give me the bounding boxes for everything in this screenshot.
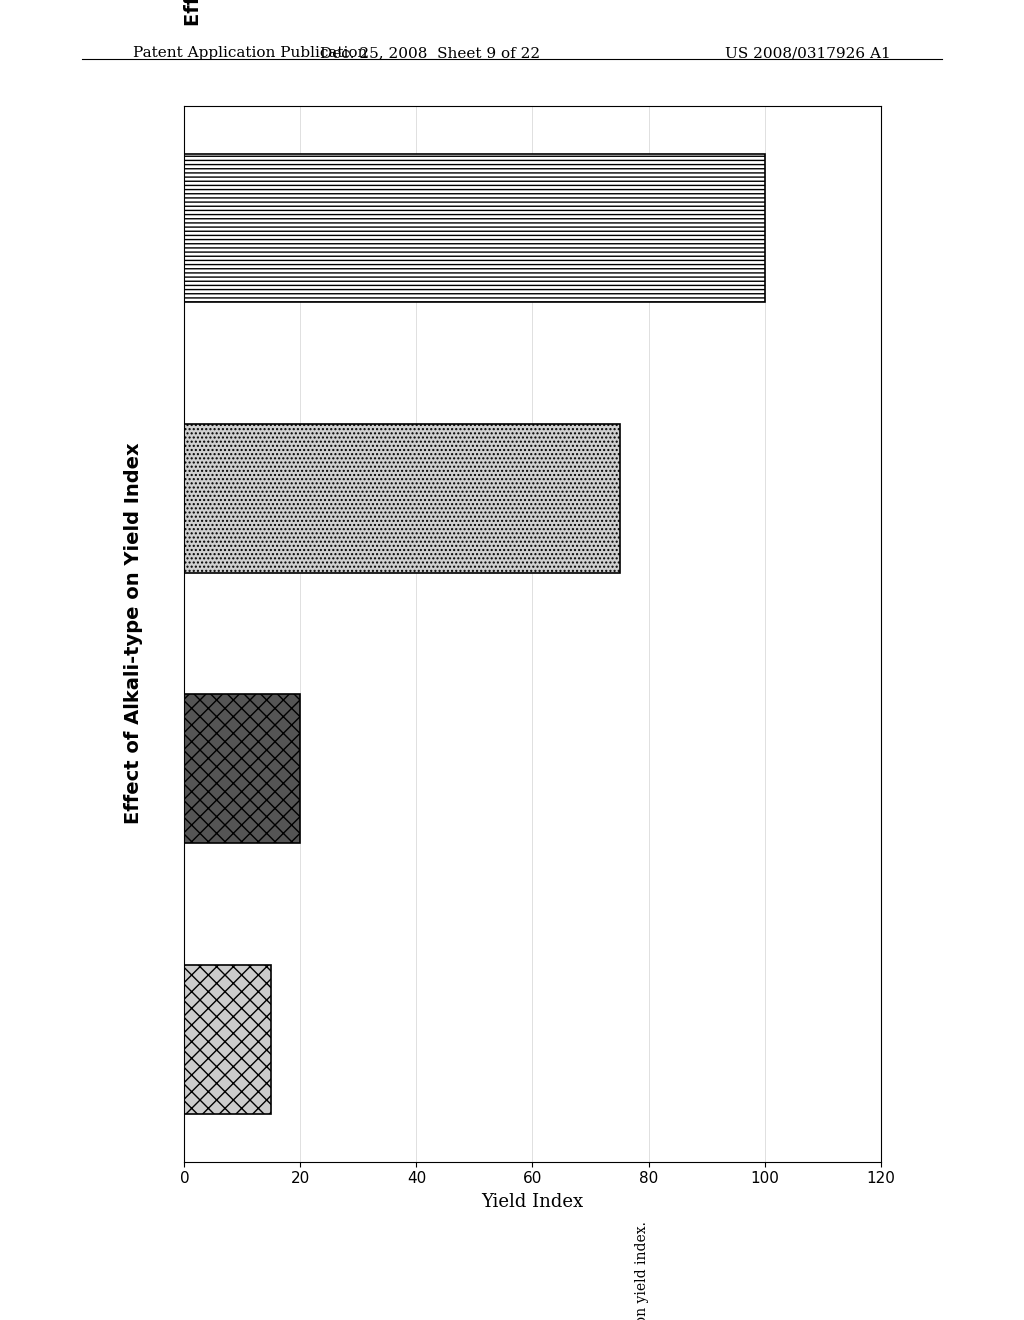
Text: Dec. 25, 2008  Sheet 9 of 22: Dec. 25, 2008 Sheet 9 of 22 (321, 46, 540, 61)
Bar (184, 965, 271, 1114)
Text: Effect of Alkali-type on Yield Index: Effect of Alkali-type on Yield Index (184, 0, 204, 26)
Text: Patent Application Publication: Patent Application Publication (133, 46, 368, 61)
Text: US 2008/0317926 A1: US 2008/0317926 A1 (725, 46, 891, 61)
Bar (184, 153, 765, 302)
Text: Effect of Alkali-type on Yield Index: Effect of Alkali-type on Yield Index (124, 442, 142, 825)
Bar (184, 694, 300, 843)
X-axis label: Yield Index: Yield Index (481, 1193, 584, 1212)
Bar (184, 424, 620, 573)
Text: Fig. 9: Effect of alkali type on yield index.: Fig. 9: Effect of alkali type on yield i… (635, 1221, 649, 1320)
